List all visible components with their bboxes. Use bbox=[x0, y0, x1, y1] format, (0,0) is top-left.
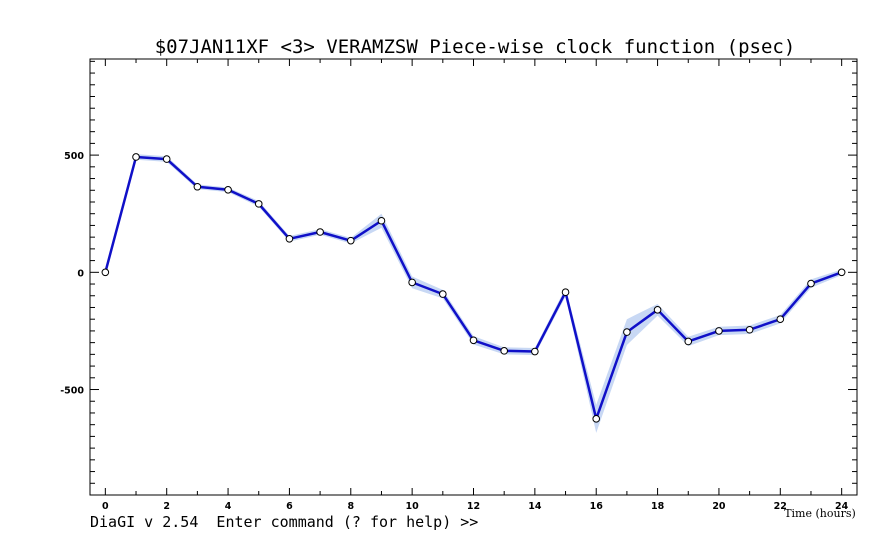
x-tick-label: 16 bbox=[590, 501, 604, 512]
data-point bbox=[592, 415, 601, 423]
x-tick-label: 20 bbox=[712, 501, 726, 512]
data-point bbox=[776, 315, 785, 323]
error-band-area bbox=[105, 154, 842, 433]
y-tick-label: 0 bbox=[77, 268, 84, 279]
data-point bbox=[346, 236, 355, 245]
x-tick-label: 18 bbox=[651, 501, 665, 512]
error-band bbox=[105, 154, 842, 433]
x-tick-label: 24 bbox=[835, 501, 849, 512]
y-tick-label: 500 bbox=[64, 151, 84, 162]
command-prompt[interactable]: DiaGI v 2.54 Enter command (? for help) … bbox=[90, 513, 479, 531]
x-tick-label: 0 bbox=[102, 501, 109, 512]
data-points bbox=[101, 153, 846, 423]
data-point bbox=[653, 306, 662, 314]
x-tick-label: 12 bbox=[467, 501, 480, 512]
data-point bbox=[254, 200, 263, 208]
x-tick-label: 4 bbox=[225, 501, 232, 512]
data-point bbox=[285, 234, 294, 243]
data-point bbox=[101, 268, 110, 277]
x-tick-label: 10 bbox=[406, 501, 420, 512]
axis-ticks bbox=[90, 59, 857, 495]
data-point bbox=[316, 228, 324, 236]
data-point bbox=[408, 278, 416, 287]
data-point bbox=[439, 290, 447, 298]
data-point bbox=[132, 153, 140, 161]
data-point bbox=[684, 337, 693, 346]
series-line-layer bbox=[104, 155, 843, 421]
plot-frame bbox=[89, 58, 858, 496]
data-point bbox=[715, 327, 723, 335]
data-point bbox=[745, 325, 754, 334]
data-point bbox=[561, 288, 570, 297]
data-point bbox=[500, 347, 508, 355]
data-point bbox=[193, 182, 202, 191]
chart-title: $07JAN11XF <3> VERAMZSW Piece-wise clock… bbox=[155, 36, 796, 58]
data-point bbox=[162, 155, 171, 163]
data-point bbox=[224, 186, 232, 194]
x-tick-label: 8 bbox=[347, 501, 354, 512]
x-tick-label: 14 bbox=[528, 501, 542, 512]
data-point bbox=[377, 216, 386, 225]
x-tick-label: 2 bbox=[163, 501, 170, 512]
data-point bbox=[807, 279, 815, 288]
series-line bbox=[104, 155, 843, 421]
data-point bbox=[623, 328, 631, 336]
x-tick-label: 6 bbox=[286, 501, 293, 512]
x-axis-label: Time (hours) bbox=[784, 507, 856, 520]
y-tick-label: -500 bbox=[60, 386, 84, 397]
data-point bbox=[469, 336, 478, 345]
data-point bbox=[531, 347, 539, 356]
data-point bbox=[837, 268, 846, 277]
x-tick-label: 22 bbox=[774, 501, 787, 512]
